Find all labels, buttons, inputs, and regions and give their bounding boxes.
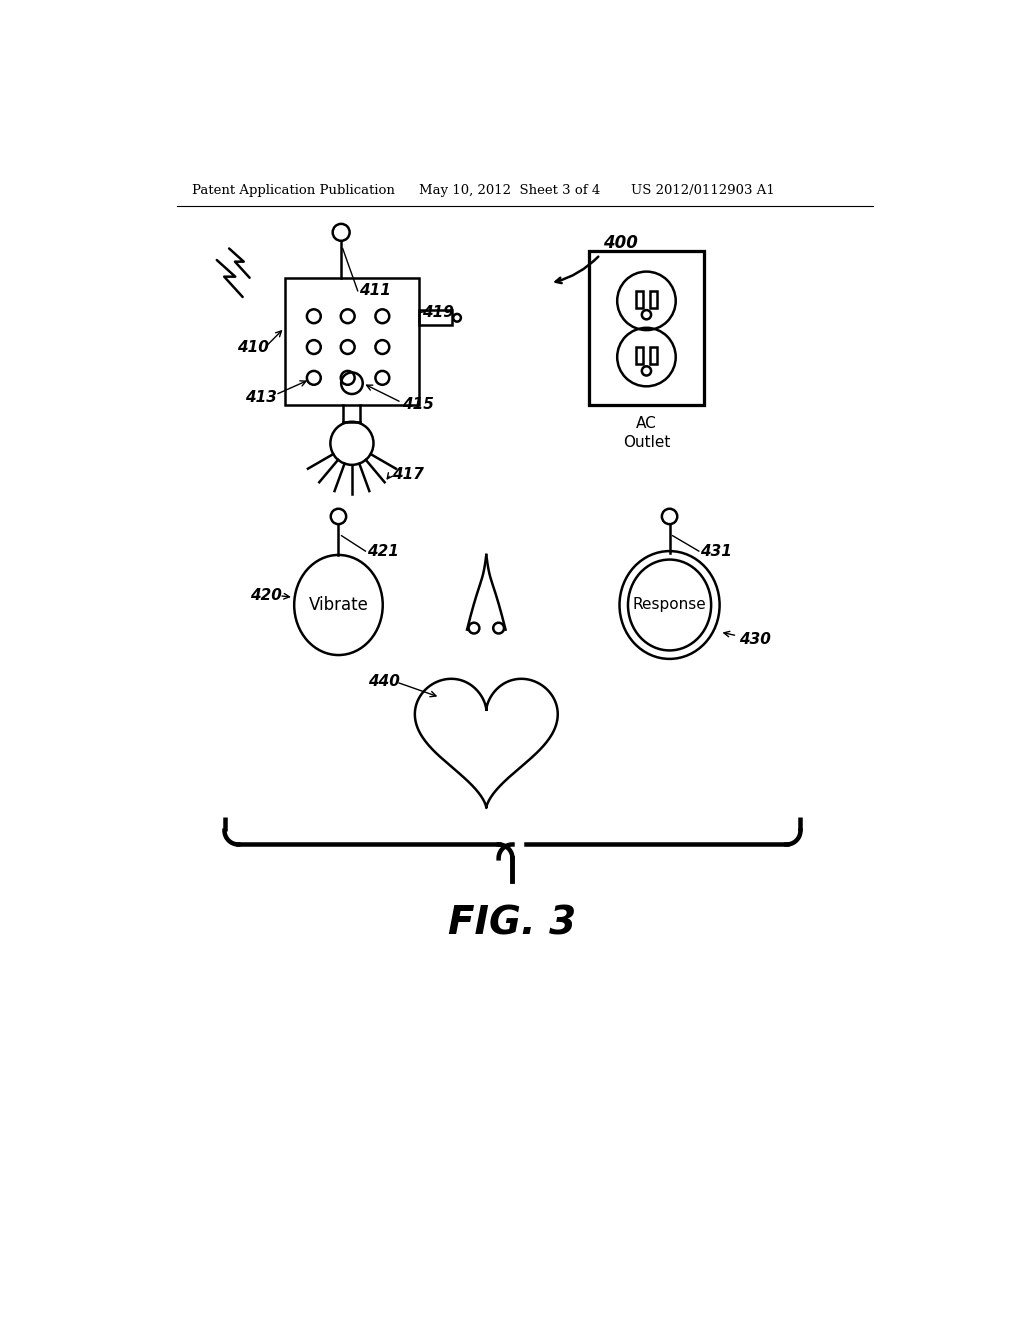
Bar (636, 347, 643, 364)
Text: Response: Response (633, 598, 707, 612)
Text: Vibrate: Vibrate (308, 597, 369, 614)
Text: FIG. 3: FIG. 3 (449, 904, 577, 942)
Text: 415: 415 (402, 397, 434, 412)
Text: 410: 410 (237, 339, 268, 355)
Bar (649, 347, 657, 364)
Bar (419, 310, 452, 326)
Bar (589, 251, 705, 405)
Text: 421: 421 (367, 544, 398, 558)
Text: US 2012/0112903 A1: US 2012/0112903 A1 (631, 185, 775, 197)
Text: 440: 440 (368, 675, 399, 689)
Text: 411: 411 (359, 284, 391, 298)
Bar (636, 290, 643, 308)
Text: AC
Outlet: AC Outlet (623, 416, 670, 450)
Text: 417: 417 (392, 466, 424, 482)
Text: 420: 420 (250, 589, 282, 603)
Text: Patent Application Publication: Patent Application Publication (193, 185, 395, 197)
Text: 400: 400 (602, 235, 638, 252)
Text: 419: 419 (422, 305, 454, 319)
Text: 431: 431 (700, 544, 732, 558)
Bar (285, 277, 419, 405)
Bar (649, 290, 657, 308)
Text: 430: 430 (739, 632, 771, 647)
Text: 413: 413 (245, 389, 276, 405)
Text: May 10, 2012  Sheet 3 of 4: May 10, 2012 Sheet 3 of 4 (419, 185, 600, 197)
